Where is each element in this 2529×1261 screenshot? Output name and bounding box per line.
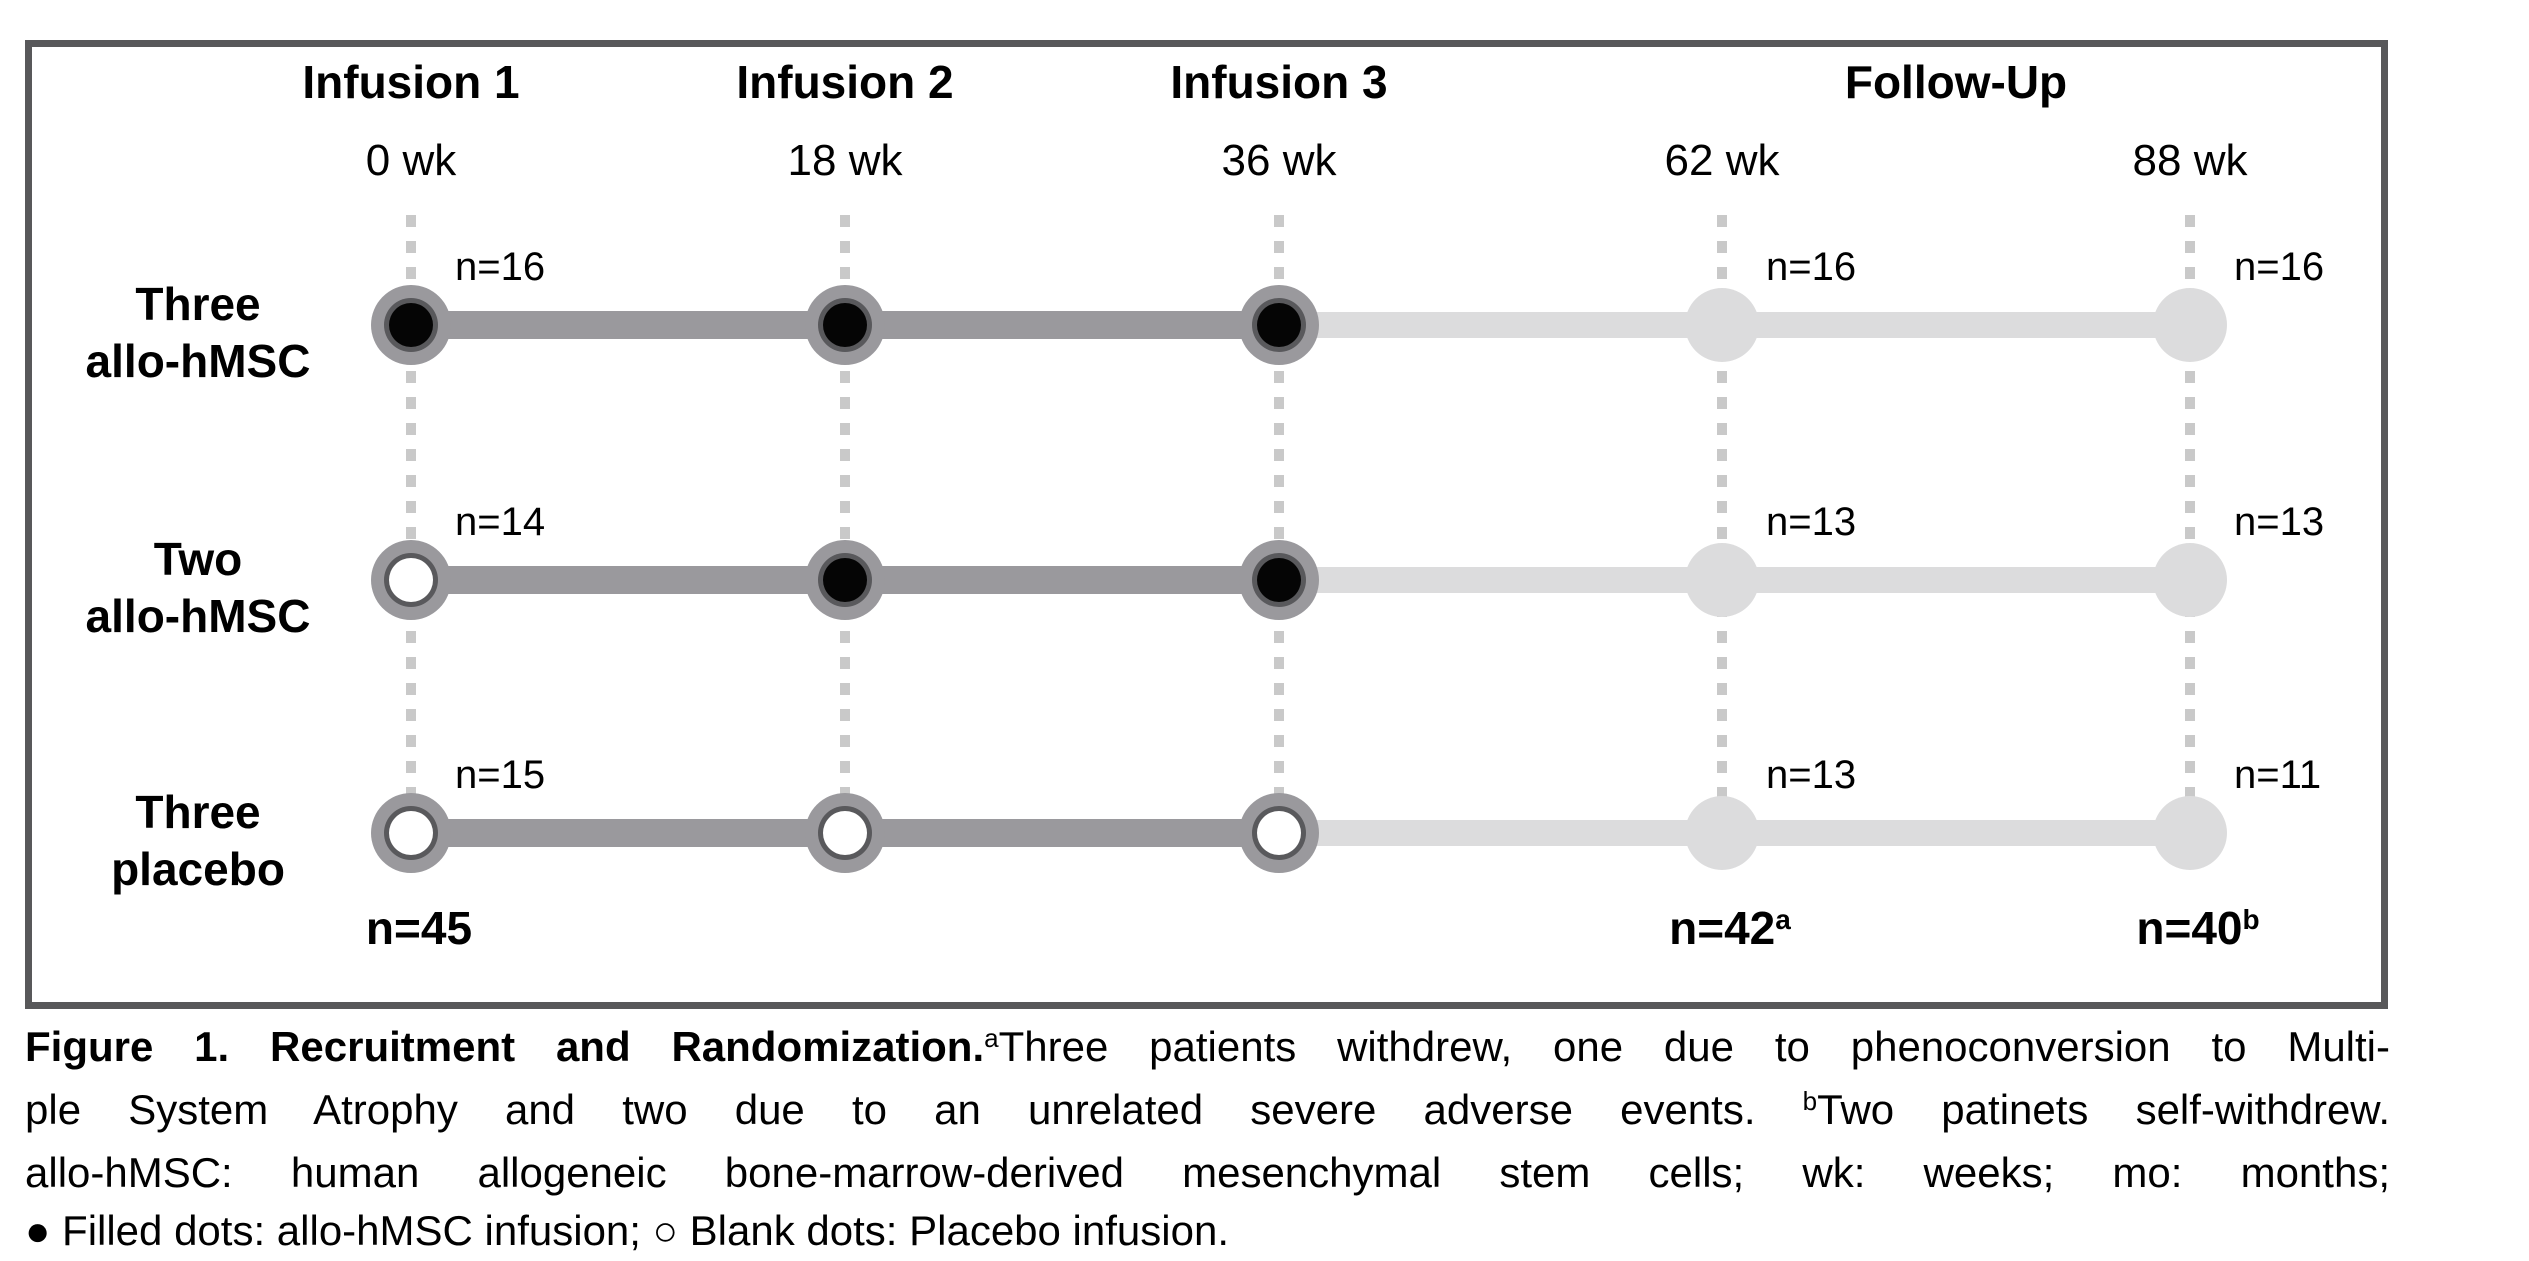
treatment-segment — [411, 566, 845, 594]
total-count-text: n=45 — [365, 902, 473, 954]
total-count-text: n=42 — [1669, 902, 1776, 954]
caption-line: ● Filled dots: allo-hMSC infusion; ○ Bla… — [25, 1202, 2390, 1260]
arm-label-line: Three — [135, 278, 261, 330]
arm-label: Three placebo — [111, 784, 285, 898]
dot-ring — [818, 298, 872, 352]
dot-core — [823, 303, 867, 347]
arm-label-line: allo-hMSC — [85, 590, 311, 642]
followup-dot — [2153, 796, 2227, 870]
treatment-segment — [845, 566, 1279, 594]
caption-bold-text: Figure 1. Recruitment and Randomization. — [25, 1023, 985, 1070]
followup-dot — [1685, 288, 1759, 362]
phase-header: Infusion 2 — [736, 56, 954, 108]
treatment-segment — [845, 819, 1279, 847]
dot-core — [823, 558, 867, 602]
followup-segment — [1722, 567, 2190, 593]
n-count-label: n=16 — [2234, 245, 2325, 289]
infusion-dot-filled — [1239, 285, 1319, 365]
followup-dot — [2153, 543, 2227, 617]
timeline-dashed-line — [1717, 215, 1727, 843]
figure-caption: Figure 1. Recruitment and Randomization.… — [25, 1018, 2390, 1260]
dot-ring — [818, 806, 872, 860]
dot-core — [1257, 558, 1301, 602]
n-count-label: n=15 — [455, 753, 546, 797]
dot-ring — [818, 553, 872, 607]
followup-segment — [1279, 567, 1722, 593]
treatment-segment — [845, 311, 1279, 339]
infusion-dot-filled — [1239, 540, 1319, 620]
caption-superscript: a — [984, 1023, 999, 1053]
time-label: 0 wk — [365, 136, 457, 185]
n-count-label: n=11 — [2234, 753, 2322, 797]
dot-ring — [384, 806, 438, 860]
total-count-superscript: b — [2242, 904, 2260, 935]
caption-line: ple System Atrophy and two due to an unr… — [25, 1081, 2390, 1144]
arm-label-line: allo-hMSC — [85, 335, 311, 387]
followup-segment — [1722, 820, 2190, 846]
infusion-dot-open — [371, 540, 451, 620]
time-label: 88 wk — [2132, 136, 2248, 185]
time-label: 62 wk — [1664, 136, 1780, 185]
caption-text: Two patinets self-withdrew. — [1817, 1086, 2390, 1133]
timeline-dashed-line — [840, 215, 850, 843]
time-label: 18 wk — [787, 136, 903, 185]
followup-dot — [2153, 288, 2227, 362]
n-count-label: n=13 — [1766, 753, 1857, 797]
n-count-label: n=16 — [455, 245, 546, 289]
arm-label-line: placebo — [111, 843, 285, 895]
infusion-dot-open — [1239, 793, 1319, 873]
dot-core — [389, 558, 433, 602]
arm-label-line: Three — [135, 786, 261, 838]
n-count-label: n=16 — [1766, 245, 1857, 289]
arm-label: Three allo-hMSC — [86, 276, 311, 390]
treatment-segment — [411, 819, 845, 847]
n-count-label: n=13 — [1766, 500, 1857, 544]
infusion-dot-filled — [805, 285, 885, 365]
n-count-label: n=14 — [455, 500, 546, 544]
n-count-label: n=13 — [2234, 500, 2325, 544]
infusion-dot-filled — [371, 285, 451, 365]
dot-core — [1257, 303, 1301, 347]
followup-dot — [1685, 543, 1759, 617]
total-count-label: n=45 — [366, 903, 472, 953]
caption-text: ple System Atrophy and two due to an unr… — [25, 1086, 1803, 1133]
timeline-dashed-line — [1274, 215, 1284, 843]
phase-header: Infusion 3 — [1170, 56, 1388, 108]
arm-label-line: Two — [153, 533, 243, 585]
timeline-dashed-line — [406, 215, 416, 843]
total-count-label: n=40b — [2136, 903, 2259, 960]
caption-text: Three patients withdrew, one due to phen… — [998, 1023, 2391, 1070]
dot-ring — [1252, 806, 1306, 860]
dot-ring — [384, 553, 438, 607]
dot-core — [389, 303, 433, 347]
dot-core — [1257, 811, 1301, 855]
followup-segment — [1722, 312, 2190, 338]
total-count-label: n=42a — [1669, 903, 1791, 960]
total-count-text: n=40 — [2136, 902, 2243, 954]
phase-header: Infusion 1 — [302, 56, 520, 108]
infusion-dot-open — [371, 793, 451, 873]
caption-line: allo-hMSC: human allogeneic bone-marrow-… — [25, 1144, 2390, 1202]
followup-segment — [1279, 312, 1722, 338]
total-count-superscript: a — [1775, 904, 1791, 935]
dot-ring — [384, 298, 438, 352]
followup-dot — [1685, 796, 1759, 870]
infusion-dot-filled — [805, 540, 885, 620]
followup-segment — [1279, 820, 1722, 846]
arm-label: Two allo-hMSC — [86, 531, 311, 645]
infusion-dot-open — [805, 793, 885, 873]
phase-header: Follow-Up — [1844, 56, 2068, 108]
caption-line: Figure 1. Recruitment and Randomization.… — [25, 1018, 2390, 1081]
caption-text: ● Filled dots: allo-hMSC infusion; ○ Bla… — [25, 1207, 1229, 1254]
timeline-dashed-line — [2185, 215, 2195, 843]
dot-core — [823, 811, 867, 855]
treatment-segment — [411, 311, 845, 339]
dot-ring — [1252, 298, 1306, 352]
dot-ring — [1252, 553, 1306, 607]
dot-core — [389, 811, 433, 855]
caption-superscript: b — [1802, 1086, 1818, 1116]
caption-text: allo-hMSC: human allogeneic bone-marrow-… — [25, 1149, 2390, 1196]
time-label: 36 wk — [1221, 136, 1337, 185]
